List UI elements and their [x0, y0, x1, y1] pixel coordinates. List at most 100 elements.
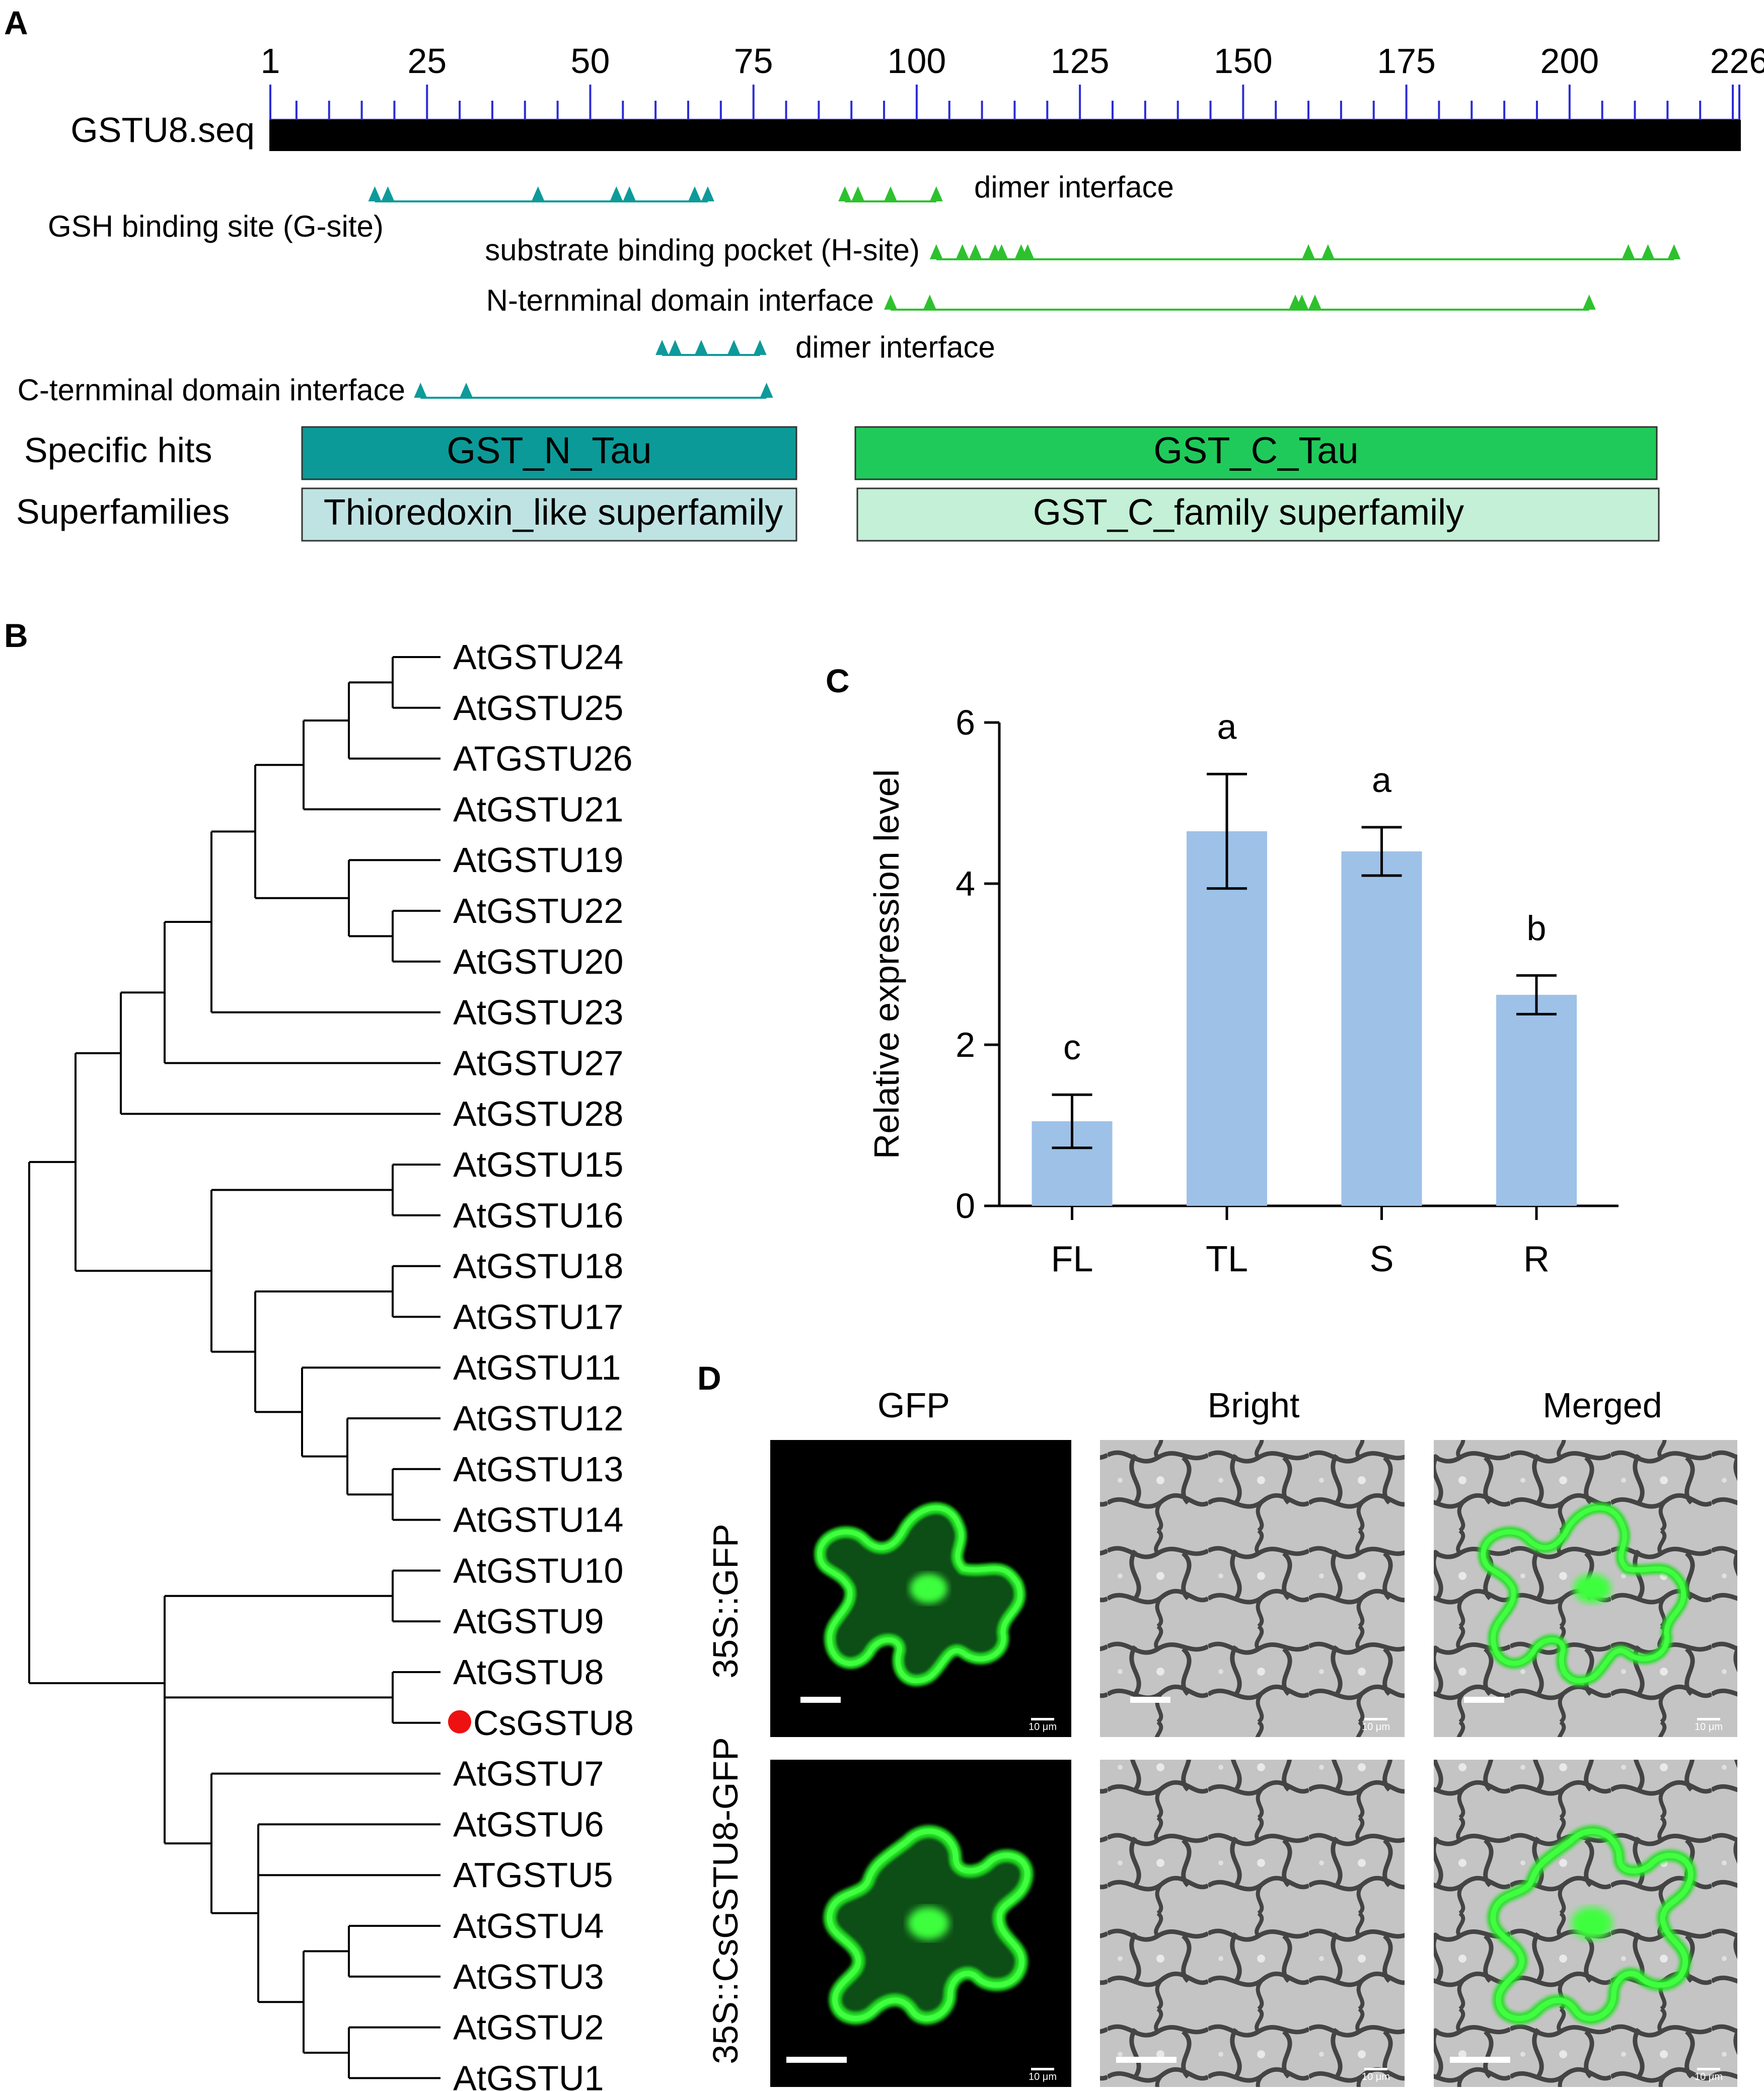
x-tick-label: FL: [1051, 1239, 1093, 1279]
scale-bar-small: [1697, 2068, 1720, 2070]
feature-site-marker: [1622, 244, 1635, 259]
scale-bar-small: [1364, 2068, 1387, 2070]
scale-bar: [1130, 1697, 1170, 1703]
feature-site-marker: [929, 244, 943, 259]
feature-site-marker: [1308, 295, 1322, 310]
micrograph-grid: 10 μm 10 μm 10 μm 10 μm 10 μm 10 μm: [770, 1440, 1737, 2087]
tree-leaf-label: AtGSTU1: [453, 2058, 604, 2091]
feature-track: dimer interface: [838, 170, 1174, 204]
feature-site-marker: [923, 295, 936, 310]
feature-site-marker: [1021, 244, 1035, 259]
scale-bar-small: [1364, 1718, 1387, 1720]
x-tick-label: S: [1370, 1239, 1394, 1279]
ruler-label: 1: [261, 41, 280, 81]
tree-leaf-label: AtGSTU20: [453, 942, 623, 981]
tree-leaf-label: AtGSTU25: [453, 688, 623, 728]
tree-leaf-label: AtGSTU7: [453, 1754, 604, 1793]
scale-text: 10 μm: [1362, 2071, 1390, 2082]
tree-leaf-label: AtGSTU8: [453, 1652, 604, 1692]
sequence-bar: [269, 120, 1741, 151]
feature-track: dimer interface: [655, 330, 995, 364]
feature-site-marker: [1321, 244, 1335, 259]
feature-site-marker: [655, 340, 669, 355]
feature-label: N-ternminal domain interface: [486, 283, 874, 317]
bar: [1341, 851, 1422, 1206]
ruler-label: 25: [407, 41, 447, 81]
feature-site-marker: [956, 244, 969, 259]
scale-bar: [786, 2057, 847, 2063]
tree-leaf-label: AtGSTU4: [453, 1906, 604, 1945]
scale-text: 10 μm: [1028, 1721, 1057, 1733]
feature-site-marker: [669, 340, 682, 355]
panel-c-label: C: [826, 662, 850, 699]
feature-site-marker: [851, 186, 865, 201]
micrograph-background: [1100, 1760, 1405, 2087]
feature-site-marker: [460, 383, 473, 398]
phylogenetic-tree: [28, 656, 440, 2079]
tree-leaf-label: AtGSTU12: [453, 1399, 623, 1438]
tree-leaf-label: AtGSTU14: [453, 1500, 623, 1540]
superfamily-box: [856, 487, 1660, 542]
y-tick-label: 4: [956, 864, 975, 903]
scale-bar: [1450, 2057, 1510, 2063]
y-axis-label: Relative expression level: [867, 769, 906, 1159]
feature-site-marker: [531, 186, 545, 201]
ruler-label: 75: [734, 41, 773, 81]
significance-letter: a: [1372, 760, 1391, 800]
tree-leaf-label: AtGSTU21: [453, 789, 623, 829]
tree-leaf-label: AtGSTU13: [453, 1450, 623, 1489]
tree-leaf-label: AtGSTU24: [453, 637, 623, 677]
tree-leaf-labels: AtGSTU24 AtGSTU25 ATGSTU26 AtGSTU21 AtGSTU19…: [448, 637, 634, 2091]
column-label-merged: Merged: [1542, 1386, 1662, 1425]
tree-leaf-label: AtGSTU6: [453, 1805, 604, 1844]
x-tick-label: TL: [1206, 1239, 1248, 1279]
bar: [1496, 994, 1577, 1206]
scale-bar: [1464, 1697, 1504, 1703]
feature-label: dimer interface: [974, 170, 1174, 204]
ruler-label: 100: [888, 41, 946, 81]
panel-b: B AtGSTU24 AtGSTU25 ATGSTU26 AtGSTU21 AtGSTU…: [4, 617, 634, 2091]
panel-a: A 1 25 50 75 100 125 150 175 200 226 GSTU8.seq GS…: [4, 4, 1764, 542]
feature-site-marker: [760, 383, 773, 398]
feature-site-marker: [929, 186, 943, 201]
tree-leaf-label: CsGSTU8: [473, 1703, 634, 1743]
tree-leaf-label: AtGSTU10: [453, 1551, 623, 1590]
ruler-label: 125: [1051, 41, 1110, 81]
tree-leaf-label: AtGSTU11: [453, 1348, 621, 1387]
significance-letter: c: [1063, 1028, 1081, 1067]
tree-leaf-label: ATGSTU26: [453, 739, 633, 778]
micrograph-gfp-csgstu8: 10 μm: [770, 1760, 1071, 2087]
tree-leaf-label: AtGSTU27: [453, 1043, 623, 1083]
tree-leaf-label: AtGSTU9: [453, 1602, 604, 1641]
ruler-labels: 1 25 50 75 100 125 150 175 200 226: [261, 41, 1764, 81]
scale-text: 10 μm: [1028, 2071, 1057, 2082]
tree-leaf-label: AtGSTU17: [453, 1297, 623, 1336]
feature-label: dimer interface: [795, 330, 995, 364]
tree-leaf-label: AtGSTU18: [453, 1247, 623, 1286]
scale-bar-small: [1031, 2068, 1054, 2070]
feature-site-marker: [753, 340, 767, 355]
feature-site-marker: [1582, 295, 1596, 310]
panel-b-label: B: [4, 617, 28, 654]
tree-leaf-label: AtGSTU16: [453, 1196, 623, 1235]
feature-track: C-ternminal domain interface: [18, 373, 773, 407]
feature-site-marker: [368, 186, 382, 201]
feature-site-marker: [623, 186, 636, 201]
domain-label: GST_C_Tau: [1153, 429, 1358, 471]
fluorescent-cell: [823, 1825, 1034, 2025]
row-label-35s-gfp: 35S::GFP: [706, 1524, 745, 1678]
feature-site-marker: [969, 244, 982, 259]
specific-hits-label: Specific hits: [24, 430, 212, 470]
scale-text: 10 μm: [1695, 2071, 1723, 2082]
feature-site-marker: [884, 295, 898, 310]
bar: [1187, 831, 1268, 1206]
sequence-name: GSTU8.seq: [70, 110, 255, 150]
feature-label: GSH binding site (G-site): [48, 209, 384, 243]
column-label-bright: Bright: [1208, 1386, 1300, 1425]
domain-box: [854, 426, 1658, 480]
scale-bar-small: [1031, 1718, 1054, 1720]
significance-letter: b: [1527, 908, 1547, 948]
fluorescent-cell: [1487, 1825, 1697, 2025]
tree-leaf-label: AtGSTU2: [453, 2008, 604, 2047]
